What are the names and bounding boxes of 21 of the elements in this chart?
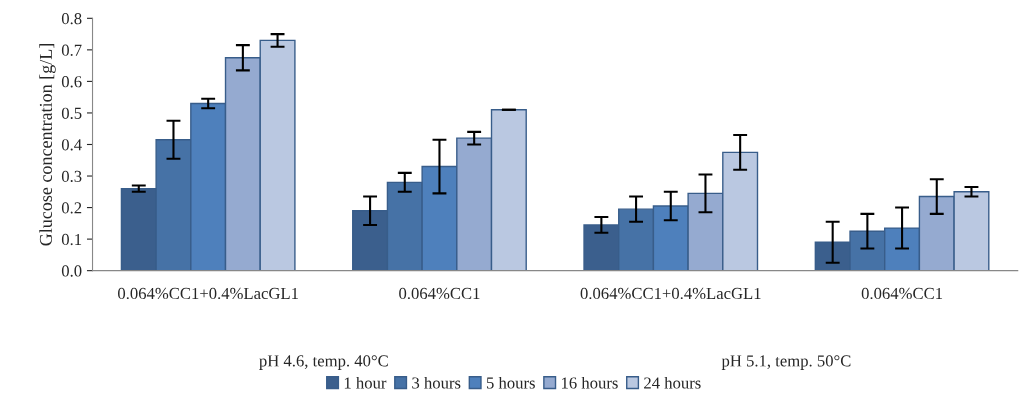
legend-label: 24 hours — [644, 376, 701, 389]
y-tick-label: 0.1 — [61, 233, 82, 246]
y-tick-label: 0.3 — [61, 170, 82, 183]
x-tick-label: 0.064%CC1 — [399, 287, 480, 300]
y-tick-label: 0.4 — [61, 139, 82, 151]
y-tick-label: 0.7 — [61, 44, 82, 56]
legend-label: 16 hours — [561, 376, 618, 389]
y-tick-label: 0.5 — [61, 107, 82, 119]
legend-label: 5 hours — [486, 376, 535, 389]
y-tick-label: 0.6 — [61, 76, 82, 88]
legend-label: 1 hour — [344, 376, 387, 389]
text: pH 4.6, temp. 40°C — [259, 355, 388, 370]
y-tick-label: 0.0 — [61, 265, 82, 277]
y-tick-label: 0.2 — [61, 202, 82, 214]
x-tick-label: 0.064%CC1+0.4%LacGL1 — [580, 287, 761, 300]
text: pH 5.1, temp. 50°C — [721, 355, 851, 370]
legend-label: 3 hours — [412, 376, 461, 389]
x-tick-label: 0.064%CC1+0.4%LacGL1 — [118, 287, 298, 300]
y-tick-label: 0.8 — [61, 13, 82, 25]
y-axis-title: Glucose concentration [g/L] — [39, 44, 56, 246]
x-tick-label: 0.064%CC1 — [861, 287, 943, 300]
